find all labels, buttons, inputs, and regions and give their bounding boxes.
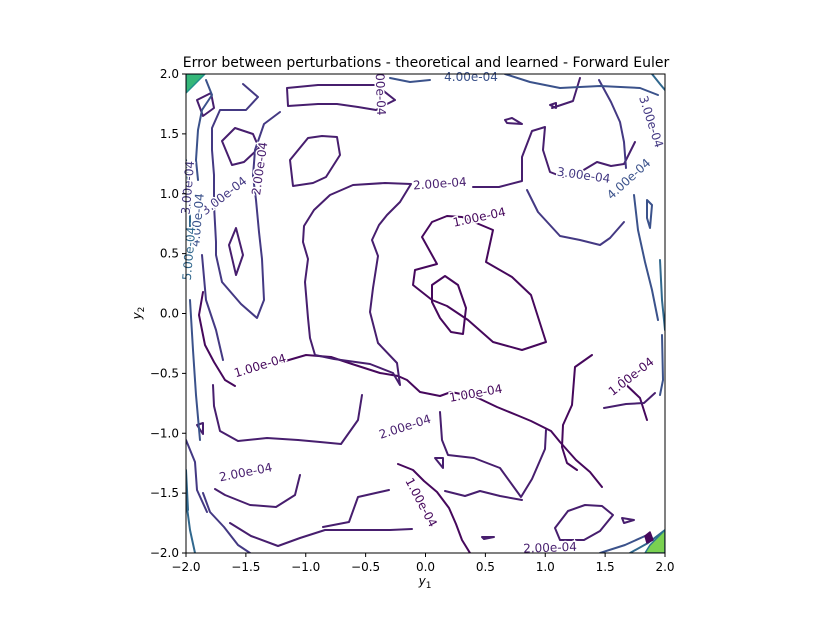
y-axis-label-subscript: 2 — [137, 307, 147, 313]
contour-line — [302, 182, 412, 386]
contour-line — [633, 194, 659, 321]
contour-line — [621, 517, 635, 524]
y-tick-label: −2.0 — [150, 546, 179, 560]
contour-line — [221, 127, 260, 166]
contour-label: 1.00e-04 — [452, 205, 507, 230]
contour-line — [439, 411, 547, 498]
contour-line — [186, 74, 206, 94]
contour-line — [444, 490, 523, 501]
y-tick-label: 2.0 — [160, 67, 179, 81]
contour-label: 1.00e-04 — [448, 382, 503, 405]
contour-line — [551, 77, 581, 109]
y-tick-label: −1.0 — [150, 426, 179, 440]
contour-line — [504, 74, 659, 96]
contour-line — [644, 529, 665, 553]
contour-label: 2.00e-04 — [249, 141, 270, 196]
y-tick-label: 1.0 — [160, 187, 179, 201]
contour-line — [603, 392, 656, 409]
contour-line — [598, 79, 627, 169]
contour-lines — [186, 74, 665, 553]
contour-line — [644, 531, 654, 544]
contour-label: 1.00e-04 — [606, 355, 657, 399]
contour-line — [211, 83, 281, 319]
contour-line — [599, 535, 646, 553]
contour-line — [212, 384, 363, 445]
contour-line — [389, 77, 431, 83]
contour-line — [504, 117, 523, 125]
contour-line — [659, 259, 665, 331]
contour-line — [646, 199, 653, 229]
x-tick-label: 0.0 — [416, 560, 435, 574]
y-axis-label-main: y — [130, 311, 144, 320]
contour-label: 00e-04 — [373, 73, 388, 116]
contour-line — [186, 439, 208, 513]
contour-line — [322, 489, 390, 528]
x-tick-label: −1.5 — [231, 560, 260, 574]
y-tick-label: −1.5 — [150, 486, 179, 500]
contour-label: 1.00e-04 — [232, 351, 287, 380]
contour-line — [289, 135, 341, 187]
contour-label: 2.00e-04 — [413, 175, 468, 193]
contour-line — [229, 522, 413, 547]
x-tick-label: −0.5 — [351, 560, 380, 574]
contour-line — [412, 215, 547, 351]
contour-line — [202, 492, 251, 553]
contour-line — [397, 463, 471, 553]
x-tick-label: 1.0 — [536, 560, 555, 574]
contour-line — [472, 126, 636, 188]
contour-label: 3.00e-04 — [556, 165, 611, 186]
x-axis: −2.0 −1.5 −1.0 −0.5 0.0 0.5 1.0 1.5 2.0 — [171, 553, 675, 574]
contour-line — [189, 299, 201, 441]
contour-line — [554, 504, 614, 541]
x-tick-label: 0.5 — [476, 560, 495, 574]
y-tick-label: 0.5 — [160, 247, 179, 261]
contour-line — [198, 291, 236, 387]
contour-line — [481, 536, 495, 540]
x-axis-label-subscript: 1 — [426, 581, 432, 591]
contour-label: 2.00e-04 — [377, 412, 432, 442]
chart-title: Error between perturbations - theoretica… — [183, 55, 670, 71]
contour-line — [618, 377, 648, 421]
x-tick-label: 2.0 — [655, 560, 674, 574]
y-axis: −2.0 −1.5 −1.0 −0.5 0.0 0.5 1.0 1.5 2.0 — [150, 67, 186, 560]
contour-label: 2.00e-04 — [218, 460, 273, 484]
contour-line — [214, 474, 301, 508]
contour-line — [431, 275, 467, 335]
x-axis-label: y1 — [418, 574, 432, 591]
y-tick-label: −0.5 — [150, 366, 179, 380]
contour-label: 4.00e-04 — [444, 70, 498, 84]
contour-line — [228, 227, 244, 276]
contour-line — [186, 159, 191, 241]
contour-line — [549, 102, 557, 109]
contour-line — [659, 334, 664, 396]
contour-line — [201, 254, 224, 361]
contour-label: 2.00e-04 — [523, 540, 577, 556]
contour-label: 4.00e-04 — [188, 193, 207, 248]
y-tick-label: 0.0 — [160, 307, 179, 321]
contour-label: 4.00e-04 — [604, 156, 653, 202]
x-tick-label: −1.0 — [291, 560, 320, 574]
contour-label: 5.00e-04 — [180, 226, 199, 281]
x-tick-label: 1.5 — [596, 560, 615, 574]
x-tick-label: −2.0 — [171, 560, 200, 574]
contour-line — [526, 189, 625, 246]
y-tick-label: 1.5 — [160, 127, 179, 141]
contour-line — [651, 74, 665, 91]
contour-line — [561, 354, 593, 471]
contour-label: 3.00e-04 — [179, 160, 198, 215]
contour-line — [195, 79, 213, 181]
contour-line — [281, 354, 603, 488]
x-axis-label-main: y — [418, 574, 427, 588]
contour-line — [434, 457, 444, 469]
contour-label: 1.00e-04 — [402, 475, 440, 529]
contour-label: 3.00e-04 — [636, 94, 666, 149]
y-axis-label: y2 — [130, 307, 147, 321]
contour-line — [286, 84, 396, 111]
